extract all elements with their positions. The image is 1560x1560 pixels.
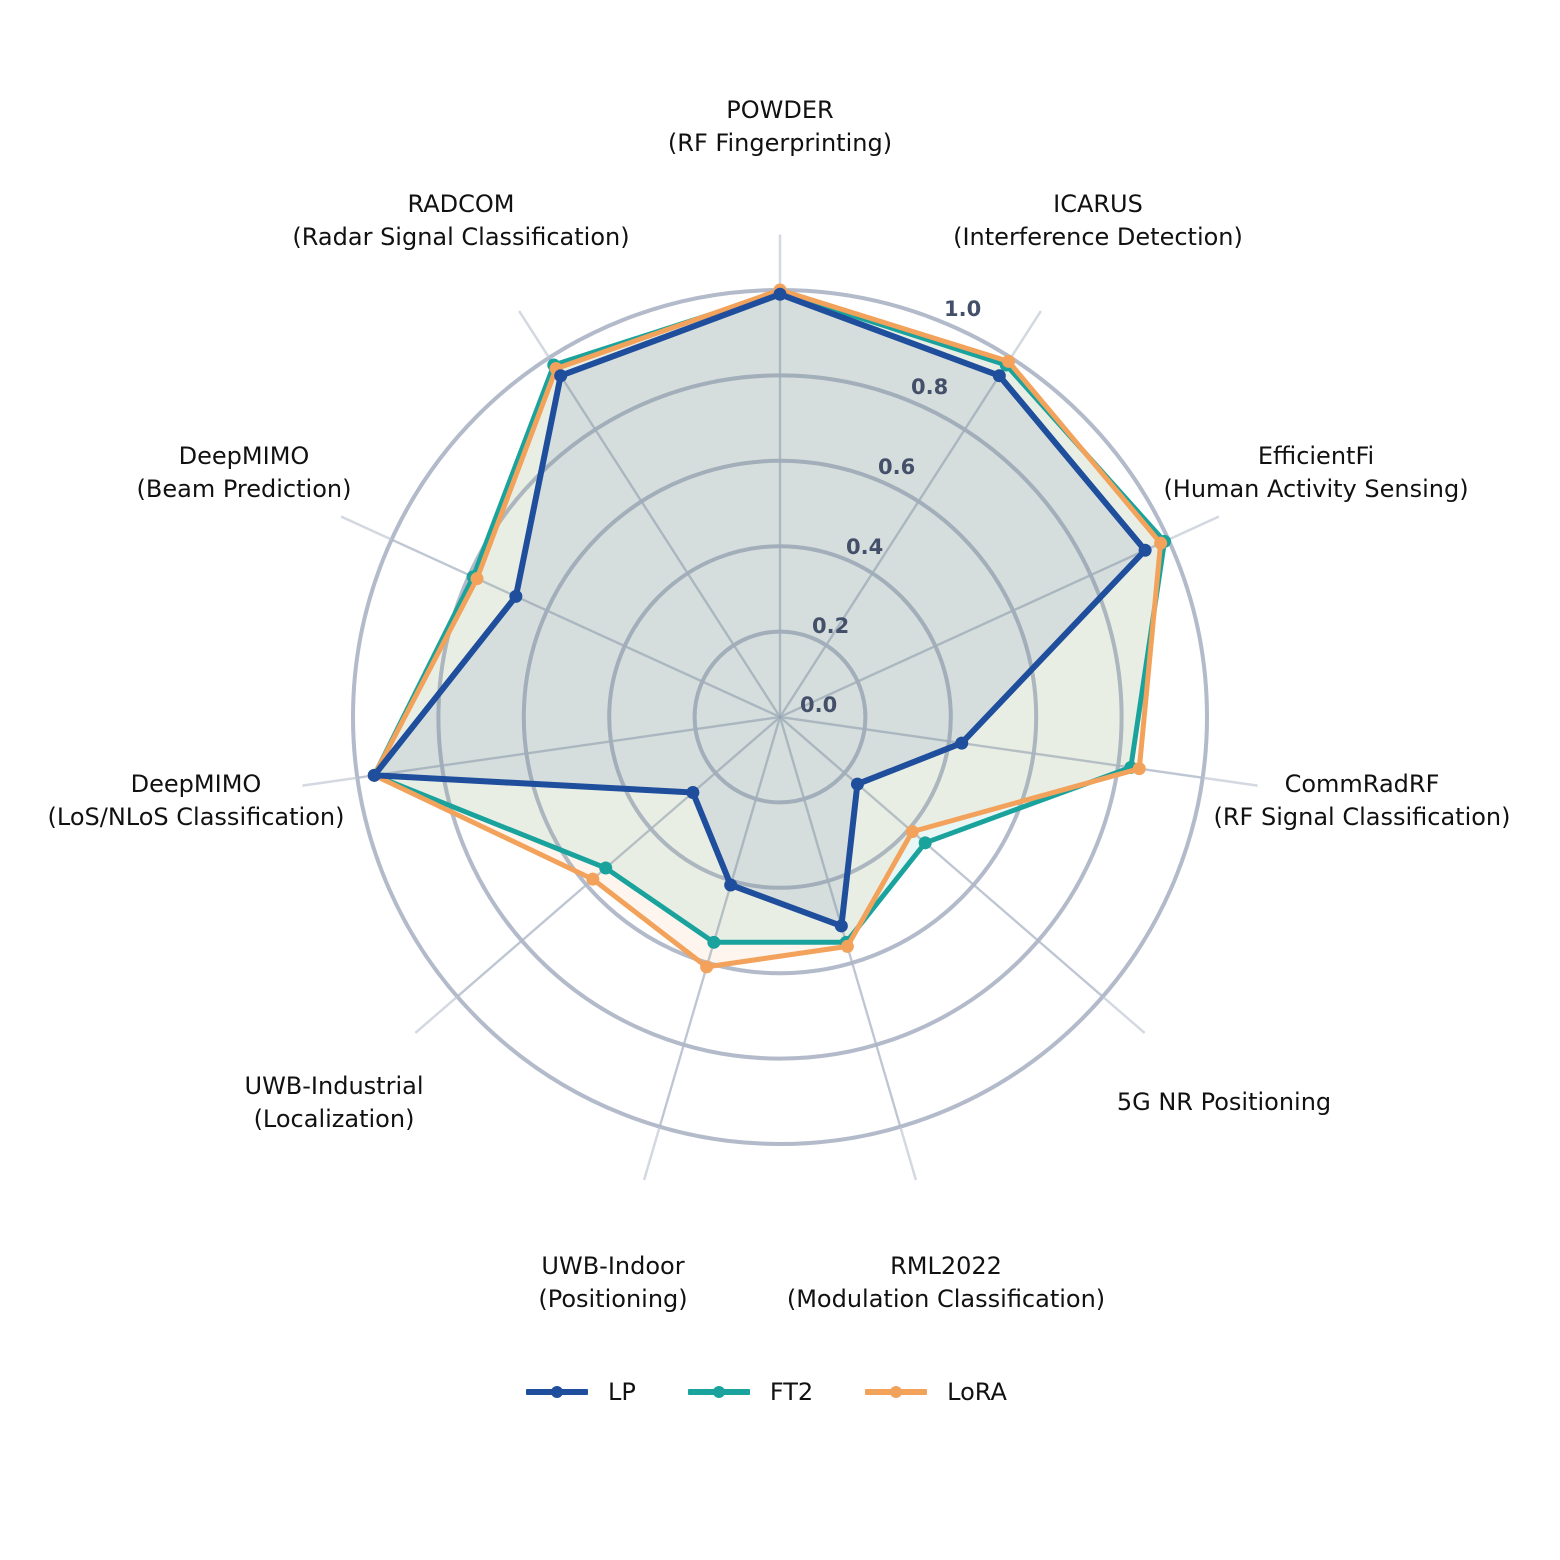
legend-label-ft2: FT2 xyxy=(769,1378,814,1406)
legend-item-ft2[interactable]: FT2 xyxy=(687,1378,814,1406)
data-point[interactable] xyxy=(554,369,568,383)
data-point[interactable] xyxy=(724,878,738,892)
radial-tick-label: 1.0 xyxy=(944,297,981,321)
data-point[interactable] xyxy=(367,768,381,782)
category-label: UWB-Indoor (Positioning) xyxy=(538,1252,687,1313)
data-point[interactable] xyxy=(707,935,721,949)
data-point[interactable] xyxy=(599,861,613,875)
axis-spoke-overlay xyxy=(779,357,1012,718)
category-label: POWDER (RF Fingerprinting) xyxy=(668,96,892,157)
category-label: CommRadRF (RF Signal Classification) xyxy=(1214,770,1511,831)
data-point[interactable] xyxy=(1138,543,1152,557)
data-point[interactable] xyxy=(586,872,600,886)
category-label: DeepMIMO (Beam Prediction) xyxy=(137,442,352,503)
data-point[interactable] xyxy=(905,825,919,839)
series-fill-ft2 xyxy=(374,292,1165,943)
series-lines xyxy=(367,283,1172,974)
series-fill-lora xyxy=(374,290,1161,967)
data-point[interactable] xyxy=(850,777,864,791)
radial-tick-label: 0.2 xyxy=(812,614,849,638)
data-point[interactable] xyxy=(840,939,854,953)
legend: LP FT2 LoRA xyxy=(526,1378,1007,1406)
legend-swatch-lora xyxy=(865,1386,928,1398)
legend-label-lp: LP xyxy=(608,1378,636,1406)
axis-spoke-overlay xyxy=(391,538,781,718)
grid-ring-overlay xyxy=(607,544,953,890)
series-line-lora[interactable] xyxy=(371,287,1164,970)
series-fill-lp xyxy=(374,294,1146,926)
axis-spoke-overlay xyxy=(779,716,1104,998)
data-point[interactable] xyxy=(700,960,714,974)
data-point[interactable] xyxy=(834,919,848,933)
inner-grid-rings xyxy=(351,288,1209,1146)
data-point[interactable] xyxy=(470,572,484,586)
radial-tick-labels: 0.0 0.2 0.4 0.6 0.8 1.0 xyxy=(800,297,981,717)
axis-spoke-overlay xyxy=(548,357,781,718)
data-point[interactable] xyxy=(918,836,932,850)
axis-spoke-overlay xyxy=(779,538,1169,718)
radial-tick-label: 0.4 xyxy=(846,535,883,559)
radial-tick-label: 0.6 xyxy=(878,455,915,479)
series-line-lp[interactable] xyxy=(371,291,1149,929)
axis-spoke-overlay xyxy=(456,716,781,998)
data-point[interactable] xyxy=(509,589,523,603)
axis-spoke-overlay xyxy=(658,716,781,1127)
grid-ring-overlay xyxy=(436,373,1124,1061)
axis-spoke xyxy=(779,715,1258,787)
legend-label-lora: LoRA xyxy=(947,1378,1007,1406)
grid-ring-overlay xyxy=(521,458,1039,976)
category-label: RADCOM (Radar Signal Classification) xyxy=(292,190,629,251)
data-point[interactable] xyxy=(686,785,700,799)
grid-ring-overlay xyxy=(692,629,868,805)
category-label: DeepMIMO (LoS/NLoS Classification) xyxy=(48,770,345,831)
legend-item-lora[interactable]: LoRA xyxy=(865,1378,1007,1406)
axis-spoke xyxy=(340,515,781,719)
category-label: UWB-Industrial (Localization) xyxy=(245,1072,424,1133)
data-point[interactable] xyxy=(992,369,1006,383)
legend-item-lp[interactable]: LP xyxy=(526,1378,636,1406)
data-point[interactable] xyxy=(1154,536,1168,550)
data-point[interactable] xyxy=(1002,354,1016,368)
data-point[interactable] xyxy=(1132,762,1146,776)
category-label: RML2022 (Modulation Classification) xyxy=(787,1252,1105,1313)
series-fills xyxy=(374,290,1165,967)
category-labels: POWDER (RF Fingerprinting) ICARUS (Interfer… xyxy=(48,96,1511,1313)
series-line-ft2[interactable] xyxy=(371,289,1167,945)
legend-swatch-ft2 xyxy=(687,1386,750,1398)
data-point[interactable] xyxy=(773,287,787,301)
category-label: EfficientFi (Human Activity Sensing) xyxy=(1163,442,1468,503)
radial-tick-label: 0.0 xyxy=(800,693,837,717)
axis-spoke xyxy=(779,716,1146,1034)
category-label: 5G NR Positioning xyxy=(1117,1088,1331,1116)
radial-tick-label: 0.8 xyxy=(911,375,948,399)
axis-spoke-overlay xyxy=(357,716,781,779)
legend-swatch-lp xyxy=(526,1386,588,1398)
category-label: ICARUS (Interference Detection) xyxy=(953,190,1243,251)
data-point[interactable] xyxy=(955,736,969,750)
